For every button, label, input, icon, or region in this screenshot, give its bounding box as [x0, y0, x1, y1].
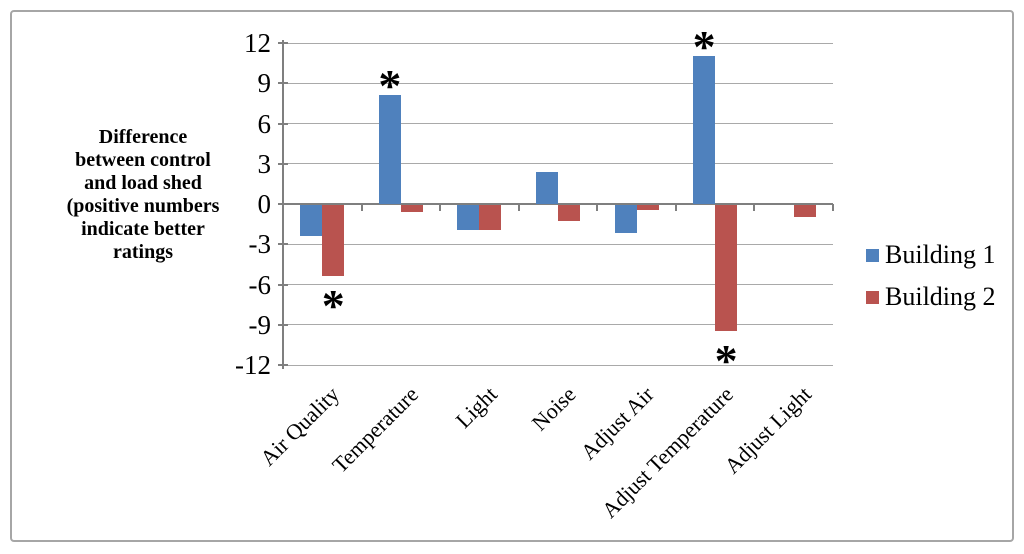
gridline [283, 42, 833, 44]
y-tick-label: -3 [248, 229, 272, 260]
significance-asterisk: * [714, 335, 738, 387]
bar-building-2-temperature [400, 205, 423, 212]
y-tick-label: 0 [257, 189, 272, 219]
y-axis-title-line: ratings [113, 241, 173, 263]
y-tick-label: -12 [235, 350, 271, 380]
x-axis-tick [439, 204, 442, 211]
bar-building-1-adjust-air [614, 205, 637, 234]
y-tick-label: 6 [257, 108, 272, 139]
y-tick-label: 12 [244, 28, 271, 58]
bar-building-2-adjust-air [636, 205, 659, 211]
bar-building-1-temperature [378, 95, 401, 204]
gridline [283, 82, 833, 84]
gridline [283, 324, 833, 326]
legend-item-building-2: Building 2 [866, 282, 996, 312]
x-axis-line [283, 203, 833, 205]
x-axis-tick [517, 204, 520, 211]
bar-building-1-light [457, 205, 480, 231]
y-axis-title: Difference between control and load shed… [36, 126, 250, 264]
gridline [283, 364, 833, 366]
x-category-label-light: Light [450, 381, 502, 433]
y-tick-label: 9 [257, 68, 272, 99]
bar-building-2-adjust-light [793, 205, 816, 218]
bar-building-1-adjust-temperature [693, 56, 716, 204]
bar-building-2-light [479, 205, 502, 231]
legend-swatch-building-1-icon [866, 248, 879, 262]
gridline [283, 284, 833, 285]
y-tick-label: -9 [248, 309, 272, 340]
bar-building-2-noise [558, 205, 580, 222]
y-axis-title-line: between control [75, 149, 211, 171]
gridline [283, 123, 833, 124]
legend-swatch-building-2-icon [866, 290, 879, 304]
y-axis-title-line: Difference [98, 126, 188, 148]
bar-building-2-adjust-temperature [715, 205, 738, 332]
y-axis-title-line: indicate better [81, 218, 205, 240]
significance-asterisk: * [692, 21, 716, 73]
legend-item-building-1: Building 1 [866, 240, 996, 270]
x-axis-tick [753, 204, 756, 211]
y-axis-title-line: (positive numbers [66, 195, 220, 217]
bar-building-2-air-quality [322, 205, 345, 277]
legend-label-building-2: Building 2 [885, 282, 996, 311]
y-tick-label: -6 [248, 269, 272, 300]
x-axis-tick [596, 204, 599, 211]
legend: Building 1 Building 2 [866, 240, 996, 312]
gridline [283, 163, 833, 165]
x-axis-tick [832, 204, 834, 211]
x-category-label-adjust-air: Adjust Air [575, 381, 659, 465]
y-axis-title-line: and load shed [84, 172, 202, 194]
significance-asterisk: * [378, 60, 402, 112]
y-tick-label: 3 [257, 148, 272, 179]
bar-building-1-noise [536, 171, 558, 204]
gridline [283, 243, 833, 245]
x-axis-tick [674, 204, 677, 211]
x-category-label-noise: Noise [526, 381, 581, 436]
significance-asterisk: * [321, 280, 345, 332]
legend-label-building-1: Building 1 [885, 240, 996, 269]
x-axis-tick [360, 204, 363, 211]
x-axis-tick [282, 204, 284, 211]
bar-building-1-air-quality [300, 205, 323, 236]
